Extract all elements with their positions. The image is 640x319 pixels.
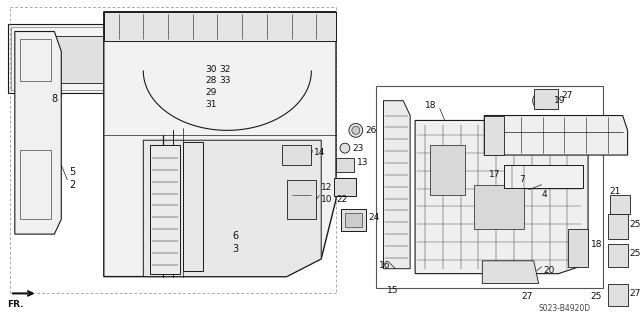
Text: 10: 10 (321, 195, 333, 204)
Circle shape (190, 172, 195, 177)
Circle shape (31, 162, 38, 168)
Text: 17: 17 (489, 170, 500, 179)
Text: 25: 25 (630, 249, 640, 258)
Polygon shape (150, 145, 180, 274)
Circle shape (190, 182, 195, 187)
Polygon shape (104, 12, 336, 41)
Text: 19: 19 (554, 96, 565, 105)
Polygon shape (568, 229, 588, 267)
Text: 22: 22 (336, 195, 348, 204)
Circle shape (31, 63, 38, 69)
Text: 26: 26 (365, 126, 377, 135)
Text: 15: 15 (387, 286, 399, 295)
Polygon shape (610, 195, 630, 214)
Text: 24: 24 (369, 213, 380, 222)
Text: 4: 4 (541, 190, 547, 199)
Polygon shape (287, 180, 316, 219)
Circle shape (340, 143, 350, 153)
Text: 32: 32 (220, 64, 231, 74)
Text: 25: 25 (590, 292, 602, 301)
Circle shape (537, 96, 547, 106)
Text: 20: 20 (543, 266, 555, 275)
Text: 5: 5 (69, 167, 76, 177)
Circle shape (190, 152, 195, 158)
Polygon shape (474, 185, 524, 229)
Polygon shape (608, 284, 628, 306)
Circle shape (612, 288, 623, 298)
Polygon shape (336, 158, 354, 172)
Polygon shape (484, 115, 504, 155)
Circle shape (190, 162, 195, 167)
Text: 21: 21 (610, 187, 621, 196)
Text: 27: 27 (630, 289, 640, 298)
Circle shape (31, 53, 38, 59)
Text: 31: 31 (205, 100, 217, 109)
Circle shape (31, 152, 38, 158)
Text: 27: 27 (522, 292, 533, 301)
Circle shape (340, 182, 350, 192)
Polygon shape (415, 121, 588, 274)
Polygon shape (483, 261, 539, 284)
Text: FR.: FR. (7, 300, 24, 309)
Text: 18: 18 (591, 240, 602, 249)
Polygon shape (104, 12, 336, 277)
Text: 3: 3 (232, 244, 238, 254)
Polygon shape (341, 209, 365, 231)
Polygon shape (334, 178, 356, 196)
Polygon shape (430, 145, 465, 195)
Polygon shape (608, 244, 628, 267)
Circle shape (612, 219, 623, 229)
Text: 18: 18 (425, 101, 436, 110)
Polygon shape (15, 32, 61, 234)
Circle shape (31, 206, 38, 212)
Polygon shape (282, 145, 311, 165)
Circle shape (612, 249, 623, 259)
Polygon shape (28, 36, 131, 83)
Circle shape (190, 261, 195, 266)
Polygon shape (504, 165, 583, 188)
Circle shape (190, 202, 195, 207)
Text: 29: 29 (205, 88, 217, 97)
Text: 13: 13 (356, 159, 368, 167)
Text: 2: 2 (69, 180, 76, 190)
Circle shape (190, 241, 195, 247)
Text: 7: 7 (519, 175, 525, 184)
Circle shape (349, 123, 363, 137)
Circle shape (31, 172, 38, 178)
Text: 6: 6 (232, 231, 238, 241)
Circle shape (532, 92, 550, 110)
Polygon shape (383, 101, 410, 269)
Text: 8: 8 (51, 94, 58, 104)
Circle shape (540, 93, 552, 105)
Polygon shape (143, 140, 321, 277)
Circle shape (190, 192, 195, 197)
Polygon shape (608, 214, 628, 239)
Text: 25: 25 (630, 220, 640, 229)
Polygon shape (345, 213, 362, 227)
Polygon shape (183, 142, 203, 271)
Text: 33: 33 (220, 77, 231, 85)
Text: S023-B4920D: S023-B4920D (539, 304, 591, 313)
Text: 14: 14 (314, 148, 326, 157)
Circle shape (190, 251, 195, 256)
Text: 12: 12 (321, 183, 333, 192)
Circle shape (352, 126, 360, 134)
Polygon shape (484, 115, 628, 155)
Text: 23: 23 (353, 144, 364, 152)
Text: 27: 27 (561, 91, 573, 100)
Circle shape (190, 212, 195, 217)
Polygon shape (8, 24, 150, 93)
Text: 28: 28 (205, 77, 217, 85)
Text: 30: 30 (205, 64, 217, 74)
Circle shape (190, 222, 195, 227)
Polygon shape (534, 89, 559, 108)
Circle shape (190, 232, 195, 237)
Text: 16: 16 (378, 261, 390, 270)
